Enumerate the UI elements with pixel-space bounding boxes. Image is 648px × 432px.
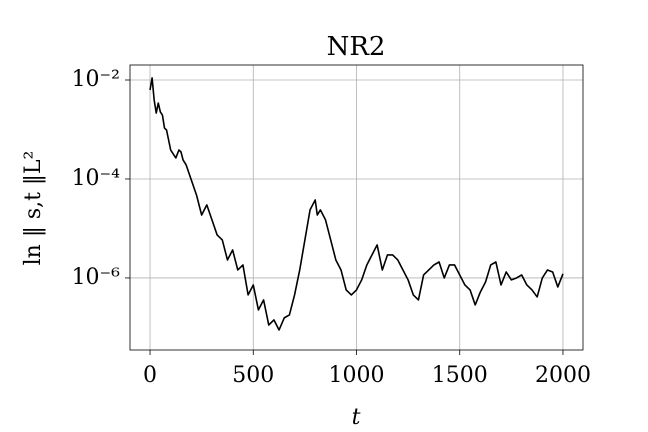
data-line [149, 77, 564, 331]
x-tick-label: 1500 [432, 363, 488, 388]
x-tick-label: 1000 [329, 363, 385, 388]
x-tick-label: 500 [232, 363, 274, 388]
y-tick-label: 10⁻⁶ [72, 265, 121, 290]
x-tick-label: 2000 [535, 363, 591, 388]
y-axis-label: ln ‖ s,t ‖L² [21, 151, 46, 266]
x-axis-label: t [352, 405, 361, 430]
y-tick-label: 10⁻⁴ [72, 166, 121, 191]
chart-title: NR2 [327, 32, 386, 62]
x-tick-label: 0 [143, 363, 157, 388]
plot-frame [129, 64, 584, 351]
y-tick-label: 10⁻² [72, 67, 120, 92]
